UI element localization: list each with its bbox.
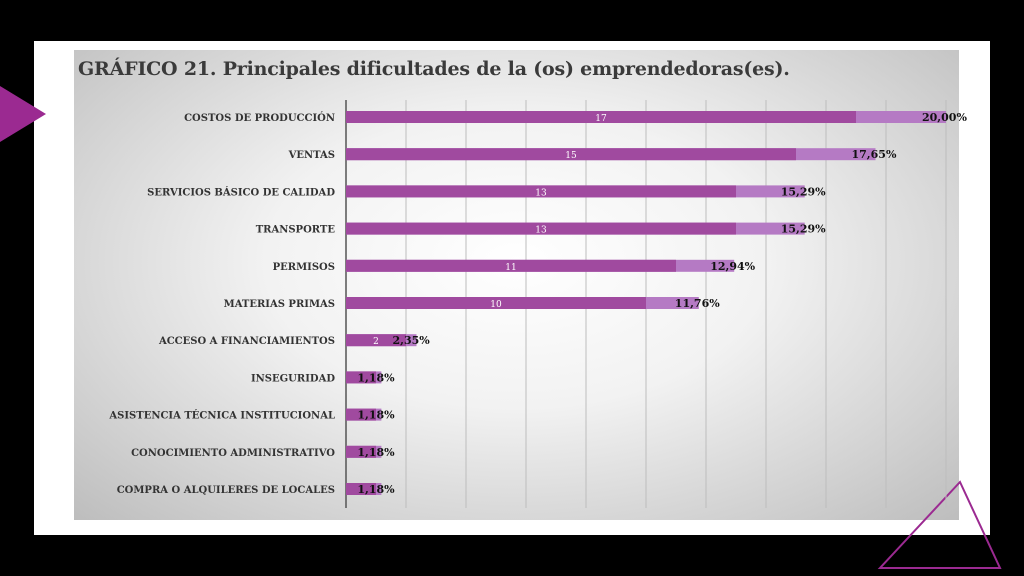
percent-data-label: 12,94%	[710, 260, 755, 273]
category-label: VENTAS	[288, 150, 335, 161]
bar-count	[346, 371, 376, 384]
percent-data-label: 1,18%	[357, 446, 395, 459]
category-label: MATERIAS PRIMAS	[224, 299, 335, 310]
chart-title: GRÁFICO 21. Principales dificultades de …	[78, 58, 790, 80]
category-label: PERMISOS	[273, 262, 335, 273]
percent-data-label: 2,35%	[393, 334, 431, 347]
percent-data-label: 15,29%	[781, 223, 826, 236]
category-label: COMPRA O ALQUILERES DE LOCALES	[117, 485, 335, 496]
category-label: ACCESO A FINANCIAMIENTOS	[158, 336, 335, 347]
bar-count	[346, 483, 376, 495]
category-label: SERVICIOS BÁSICO DE CALIDAD	[147, 186, 335, 198]
count-data-label: 11	[505, 263, 516, 273]
bar-count	[346, 334, 406, 347]
count-data-label: 2	[373, 337, 379, 347]
category-label: CONOCIMIENTO ADMINISTRATIVO	[131, 448, 335, 459]
bar-count	[346, 445, 376, 458]
count-data-label: 13	[535, 226, 547, 236]
percent-data-label: 1,18%	[357, 409, 395, 422]
category-label: TRANSPORTE	[256, 225, 336, 236]
chart-panel	[74, 50, 959, 520]
count-data-label: 10	[490, 300, 502, 310]
bar-count	[346, 111, 856, 123]
bar-count	[346, 185, 736, 198]
count-data-label: 17	[595, 114, 607, 124]
percent-data-label: 15,29%	[781, 185, 826, 198]
percent-data-label: 20,00%	[922, 111, 967, 124]
percent-data-label: 1,18%	[357, 483, 395, 496]
category-label: INSEGURIDAD	[251, 373, 335, 384]
bars: 17 20,00% 15 17,65% 13 15,29% 13 15,29% 11 12,94%…	[346, 111, 967, 496]
percent-data-label: 1,18%	[357, 371, 395, 384]
category-label: COSTOS DE PRODUCCIÓN	[184, 112, 335, 124]
decorative-triangle-left	[0, 86, 46, 142]
category-label: ASISTENCIA TÉCNICA INSTITUCIONAL	[108, 410, 335, 422]
count-data-label: 15	[565, 151, 577, 161]
bar-count	[346, 259, 676, 272]
bar-count	[346, 408, 376, 421]
grid-lines	[345, 100, 947, 508]
decorative-triangle-outline	[877, 480, 1002, 569]
count-data-label: 13	[535, 188, 547, 198]
bar-count	[346, 148, 796, 161]
category-labels: COSTOS DE PRODUCCIÓN VENTAS SERVICIOS BÁSI…	[108, 112, 335, 496]
percent-data-label: 17,65%	[852, 148, 897, 161]
percent-data-label: 11,76%	[675, 297, 720, 310]
bar-count	[346, 297, 646, 309]
bar-count	[346, 222, 736, 235]
